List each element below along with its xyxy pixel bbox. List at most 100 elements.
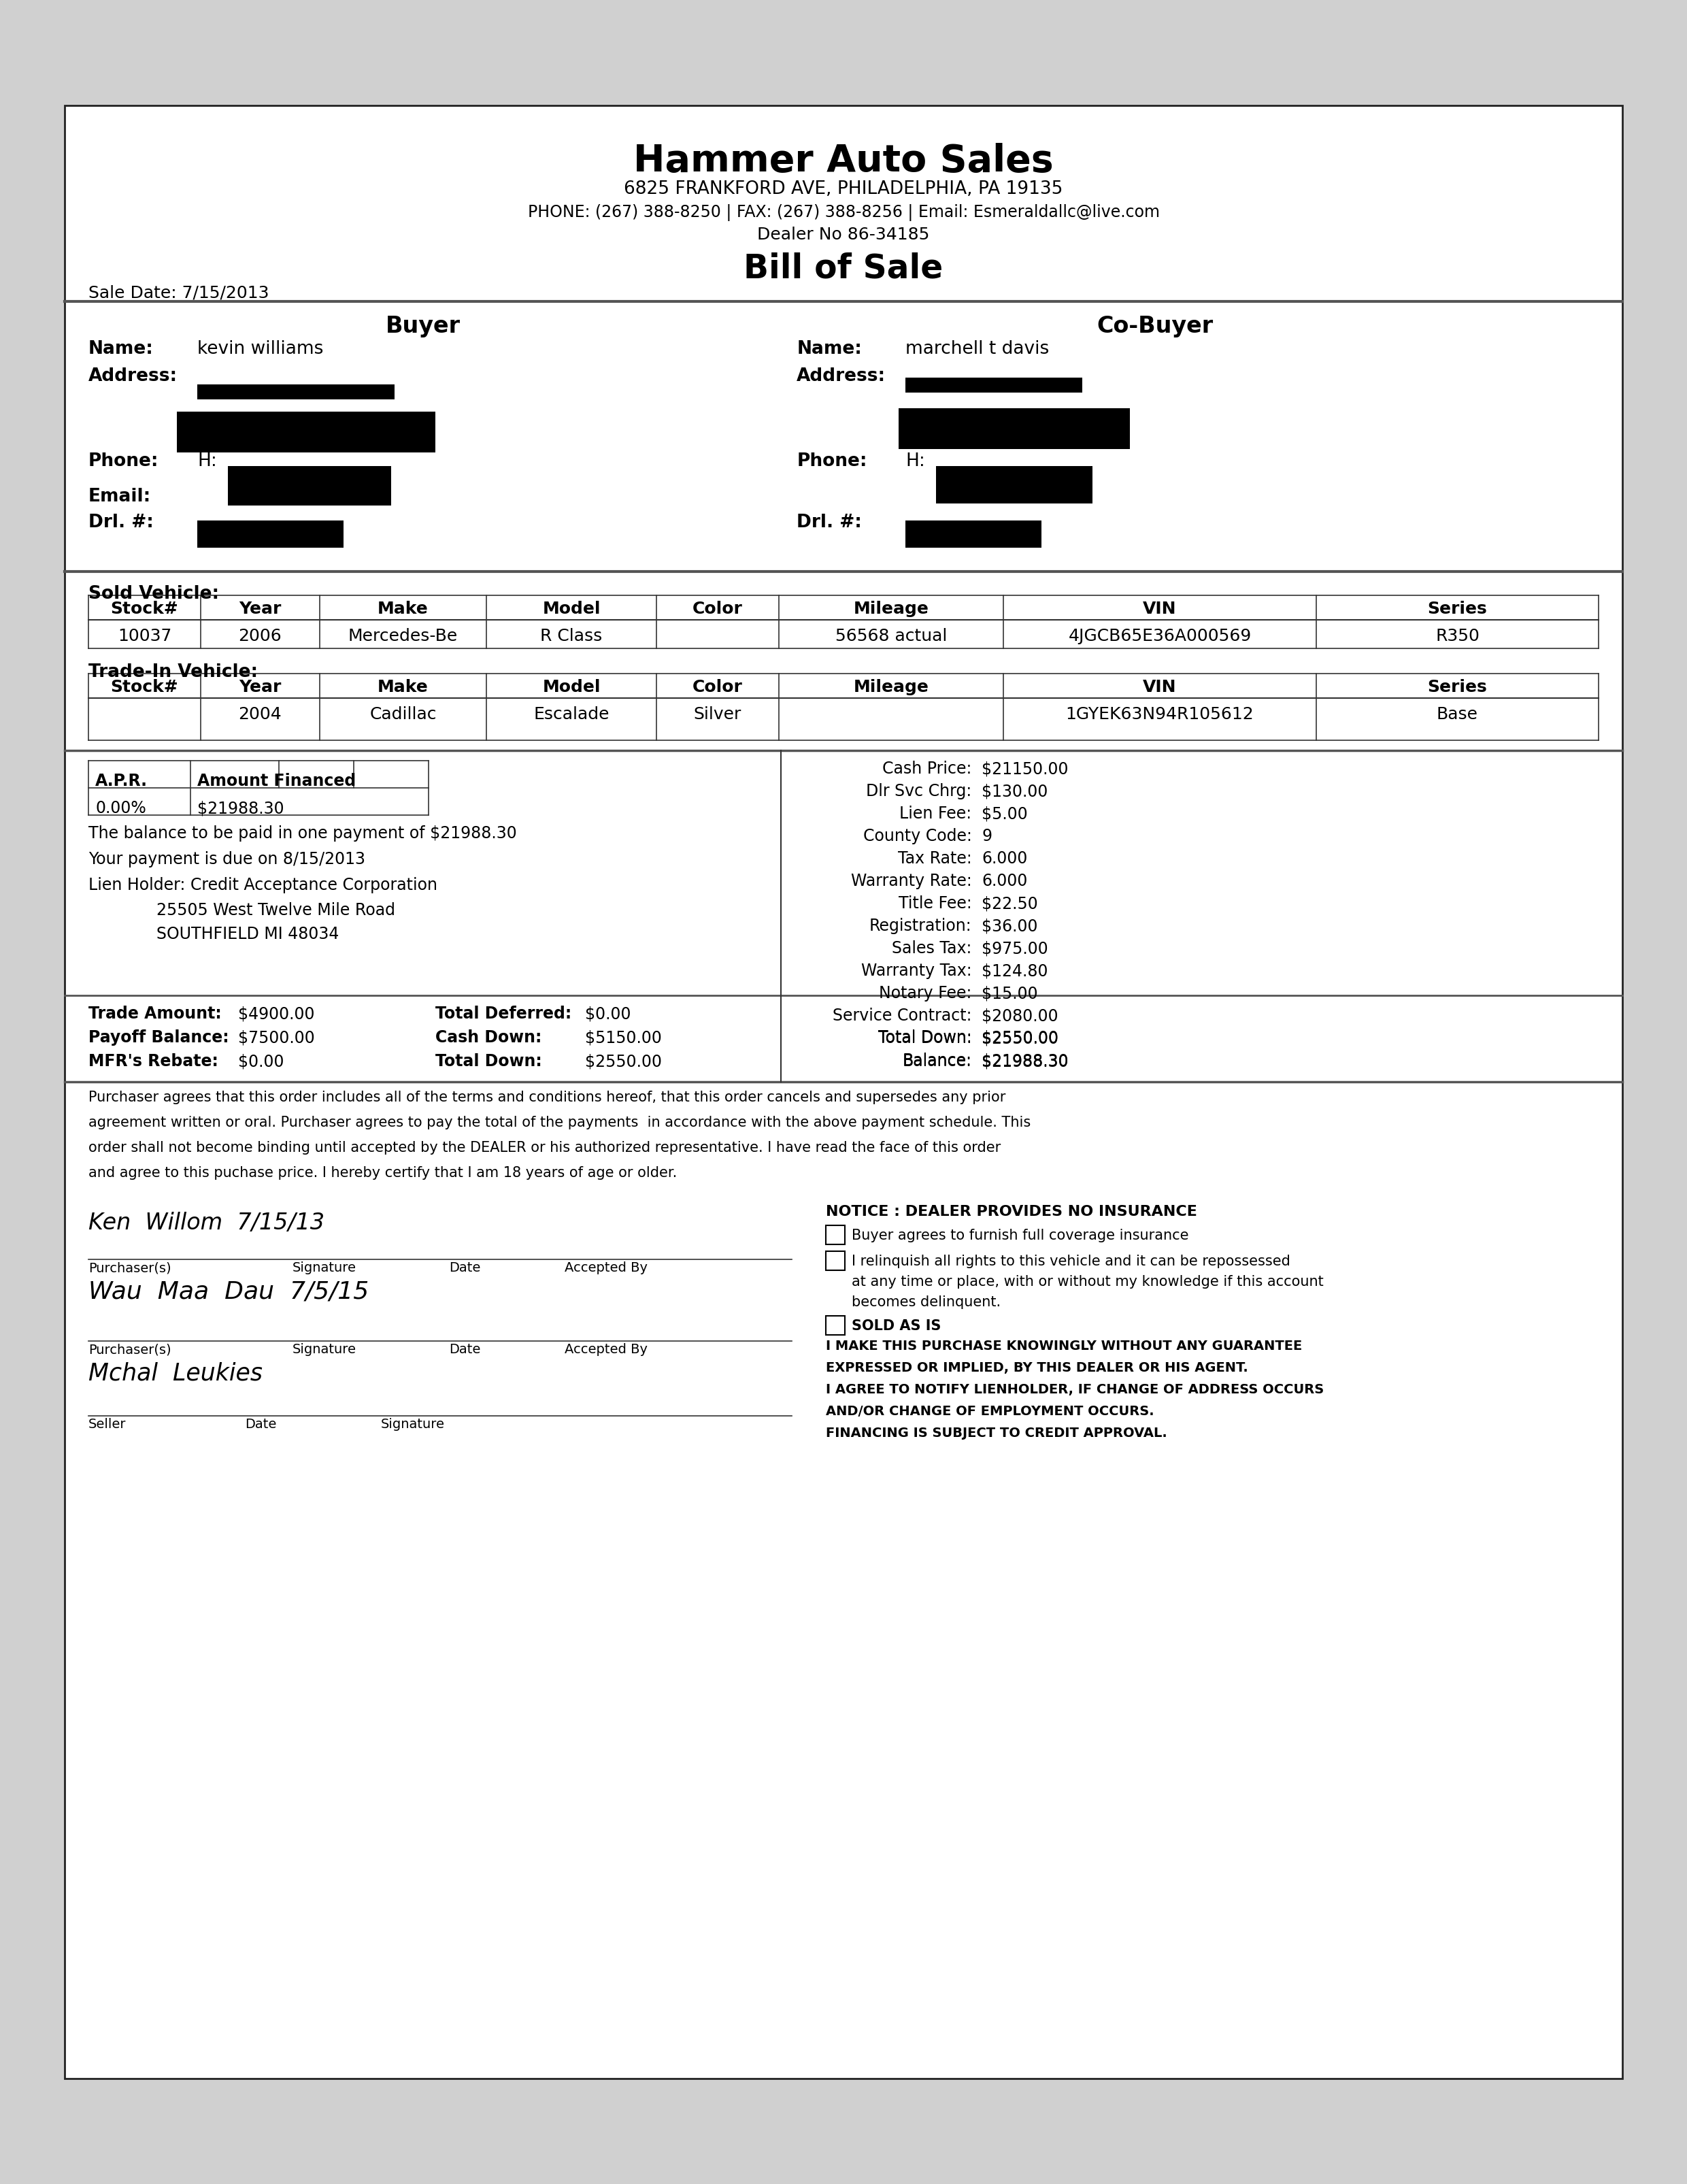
Text: Email:: Email:	[88, 487, 152, 505]
Text: marchell t davis: marchell t davis	[906, 341, 1049, 358]
Text: Model: Model	[542, 679, 601, 695]
Text: EXPRESSED OR IMPLIED, BY THIS DEALER OR HIS AGENT.: EXPRESSED OR IMPLIED, BY THIS DEALER OR …	[827, 1361, 1248, 1374]
Text: Accepted By: Accepted By	[565, 1343, 648, 1356]
Text: Mileage: Mileage	[854, 679, 930, 695]
Text: Base: Base	[1437, 705, 1478, 723]
Text: $2550.00: $2550.00	[585, 1053, 661, 1070]
Text: $21988.30: $21988.30	[197, 799, 283, 817]
Text: Date: Date	[449, 1343, 481, 1356]
Text: Notary Fee:: Notary Fee:	[879, 985, 972, 1002]
Text: SOUTHFIELD MI 48034: SOUTHFIELD MI 48034	[157, 926, 339, 941]
Text: Year: Year	[240, 679, 282, 695]
Text: Stock#: Stock#	[111, 679, 179, 695]
Text: Color: Color	[693, 601, 742, 618]
Text: MFR's Rebate:: MFR's Rebate:	[88, 1053, 218, 1070]
Text: Series: Series	[1427, 601, 1488, 618]
Text: 1GYEK63N94R105612: 1GYEK63N94R105612	[1066, 705, 1253, 723]
Text: A.P.R.: A.P.R.	[94, 773, 148, 788]
Text: agreement written or oral. Purchaser agrees to pay the total of the payments  in: agreement written or oral. Purchaser agr…	[88, 1116, 1031, 1129]
Text: Address:: Address:	[796, 367, 886, 384]
Bar	[827, 1251, 845, 1271]
Text: Lien Fee:: Lien Fee:	[899, 806, 972, 821]
Text: 2004: 2004	[238, 705, 282, 723]
Text: Dlr Svc Chrg:: Dlr Svc Chrg:	[865, 784, 972, 799]
Text: R350: R350	[1436, 629, 1479, 644]
Text: kevin williams: kevin williams	[197, 341, 324, 358]
Text: Color: Color	[693, 679, 742, 695]
Text: 25505 West Twelve Mile Road: 25505 West Twelve Mile Road	[157, 902, 395, 919]
Text: Total Down:: Total Down:	[877, 1029, 972, 1046]
Text: Amount Financed: Amount Financed	[197, 773, 356, 788]
Text: Year: Year	[240, 601, 282, 618]
Text: $21988.30: $21988.30	[982, 1053, 1068, 1070]
Text: VIN: VIN	[1144, 679, 1176, 695]
Text: I MAKE THIS PURCHASE KNOWINGLY WITHOUT ANY GUARANTEE: I MAKE THIS PURCHASE KNOWINGLY WITHOUT A…	[827, 1339, 1302, 1352]
Text: Ken  Willom  7/15/13: Ken Willom 7/15/13	[88, 1212, 324, 1234]
Text: 9: 9	[982, 828, 992, 845]
Text: order shall not become binding until accepted by the DEALER or his authorized re: order shall not become binding until acc…	[88, 1140, 1000, 1155]
Text: $15.00: $15.00	[982, 985, 1038, 1002]
Text: Address:: Address:	[88, 367, 177, 384]
Text: Balance:: Balance:	[903, 1053, 972, 1070]
Text: Name:: Name:	[796, 341, 862, 358]
Text: I AGREE TO NOTIFY LIENHOLDER, IF CHANGE OF ADDRESS OCCURS: I AGREE TO NOTIFY LIENHOLDER, IF CHANGE …	[827, 1382, 1324, 1396]
Text: Sales Tax:: Sales Tax:	[892, 941, 972, 957]
Text: Tax Rate:: Tax Rate:	[897, 850, 972, 867]
Bar	[197, 520, 344, 548]
Text: $21150.00: $21150.00	[982, 760, 1068, 778]
Text: The balance to be paid in one payment of $21988.30: The balance to be paid in one payment of…	[88, 826, 516, 841]
Text: PHONE: (267) 388-8250 | FAX: (267) 388-8256 | Email: Esmeraldallc@live.com: PHONE: (267) 388-8250 | FAX: (267) 388-8…	[528, 203, 1159, 221]
Text: Trade-In Vehicle:: Trade-In Vehicle:	[88, 664, 258, 681]
Text: Bill of Sale: Bill of Sale	[744, 251, 943, 284]
Text: 10037: 10037	[118, 629, 172, 644]
Text: $4900.00: $4900.00	[238, 1005, 314, 1022]
Text: NOTICE : DEALER PROVIDES NO INSURANCE: NOTICE : DEALER PROVIDES NO INSURANCE	[827, 1206, 1198, 1219]
Text: Trade Amount:: Trade Amount:	[88, 1005, 221, 1022]
Text: $975.00: $975.00	[982, 941, 1048, 957]
Text: Phone:: Phone:	[88, 452, 159, 470]
Text: becomes delinquent.: becomes delinquent.	[852, 1295, 1000, 1308]
Text: $22.50: $22.50	[982, 895, 1038, 911]
Text: Title Fee:: Title Fee:	[899, 895, 972, 911]
Text: AND/OR CHANGE OF EMPLOYMENT OCCURS.: AND/OR CHANGE OF EMPLOYMENT OCCURS.	[827, 1404, 1154, 1417]
Text: 0.00%: 0.00%	[94, 799, 147, 817]
Text: Series: Series	[1427, 679, 1488, 695]
Text: Lien Holder: Credit Acceptance Corporation: Lien Holder: Credit Acceptance Corporati…	[88, 878, 437, 893]
Text: Name:: Name:	[88, 341, 154, 358]
Text: Wau  Maa  Dau  7/5/15: Wau Maa Dau 7/5/15	[88, 1280, 369, 1304]
Text: Warranty Rate:: Warranty Rate:	[850, 874, 972, 889]
Text: SOLD AS IS: SOLD AS IS	[852, 1319, 941, 1332]
Text: 6.000: 6.000	[982, 850, 1027, 867]
Text: $130.00: $130.00	[982, 784, 1048, 799]
Text: Date: Date	[245, 1417, 277, 1431]
Text: $5150.00: $5150.00	[585, 1029, 661, 1046]
Text: Model: Model	[542, 601, 601, 618]
Text: Hammer Auto Sales: Hammer Auto Sales	[633, 142, 1054, 179]
Bar	[197, 384, 395, 400]
Text: County Code:: County Code:	[864, 828, 972, 845]
Text: H:: H:	[197, 452, 218, 470]
Text: Make: Make	[378, 679, 428, 695]
Text: $2080.00: $2080.00	[982, 1007, 1058, 1024]
Text: Payoff Balance:: Payoff Balance:	[88, 1029, 229, 1046]
Text: Mileage: Mileage	[854, 601, 930, 618]
Text: Date: Date	[449, 1262, 481, 1273]
Text: Mchal  Leukies: Mchal Leukies	[88, 1361, 263, 1385]
Text: Service Contract:: Service Contract:	[833, 1007, 972, 1024]
Text: Mercedes-Be: Mercedes-Be	[348, 629, 457, 644]
Text: Balance:: Balance:	[903, 1053, 972, 1068]
Text: Stock#: Stock#	[111, 601, 179, 618]
Text: at any time or place, with or without my knowledge if this account: at any time or place, with or without my…	[852, 1275, 1324, 1289]
Bar	[906, 378, 1083, 393]
Text: $0.00: $0.00	[238, 1053, 283, 1070]
Text: Phone:: Phone:	[796, 452, 867, 470]
Text: 6.000: 6.000	[982, 874, 1027, 889]
Text: Total Deferred:: Total Deferred:	[435, 1005, 572, 1022]
Text: R Class: R Class	[540, 629, 602, 644]
Text: $2550.00: $2550.00	[982, 1029, 1059, 1046]
Text: Cash Price:: Cash Price:	[882, 760, 972, 778]
Text: FINANCING IS SUBJECT TO CREDIT APPROVAL.: FINANCING IS SUBJECT TO CREDIT APPROVAL.	[827, 1426, 1167, 1439]
Text: Drl. #:: Drl. #:	[88, 513, 154, 531]
Bar	[906, 520, 1041, 548]
Bar	[177, 411, 435, 452]
